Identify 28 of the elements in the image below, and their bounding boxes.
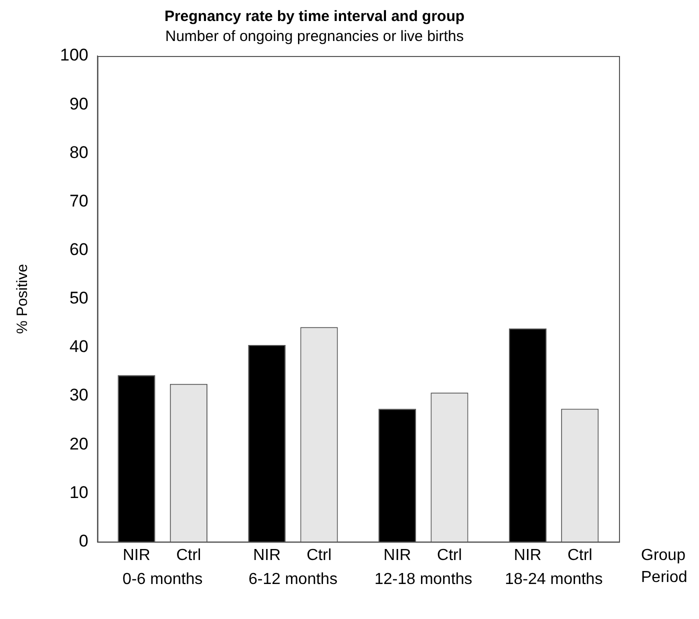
x-tick-label: 0-6 months bbox=[122, 570, 203, 588]
x-tick-label: 6-12 months bbox=[248, 570, 338, 588]
text: NIR bbox=[253, 547, 281, 564]
y-tick-label: 50 bbox=[69, 288, 88, 308]
y-tick-label: 10 bbox=[69, 482, 88, 502]
y-tick-label: 40 bbox=[69, 337, 88, 356]
chart-subtitle: Number of ongoing pregnancies or live births bbox=[165, 28, 464, 46]
text: Group bbox=[641, 547, 686, 564]
y-axis-title: % Positive bbox=[14, 264, 32, 334]
text: Period bbox=[641, 569, 688, 586]
y-tick-label: 60 bbox=[69, 240, 88, 260]
text: NIR bbox=[384, 547, 412, 564]
chart-title: Pregnancy rate by time interval and group bbox=[164, 8, 465, 26]
series-label: NIR bbox=[122, 547, 150, 564]
y-tick-label: 100 bbox=[60, 46, 88, 65]
y-tick-label: 70 bbox=[69, 191, 88, 210]
y-tick-label: 30 bbox=[69, 386, 88, 405]
x-tick-label: 18-24 months bbox=[504, 570, 603, 588]
text: Ctrl bbox=[306, 547, 332, 564]
text: NIR bbox=[514, 547, 542, 564]
y-tick-label: 0 bbox=[78, 531, 88, 550]
series-label: Ctrl bbox=[176, 547, 202, 564]
y-tick-label: 90 bbox=[69, 94, 88, 114]
y-tick-label: 80 bbox=[69, 142, 88, 162]
text: Ctrl bbox=[567, 547, 592, 564]
y-tick-label: 20 bbox=[69, 434, 88, 454]
x-tick-label: 12-18 months bbox=[374, 570, 472, 588]
text: Ctrl bbox=[437, 547, 462, 564]
